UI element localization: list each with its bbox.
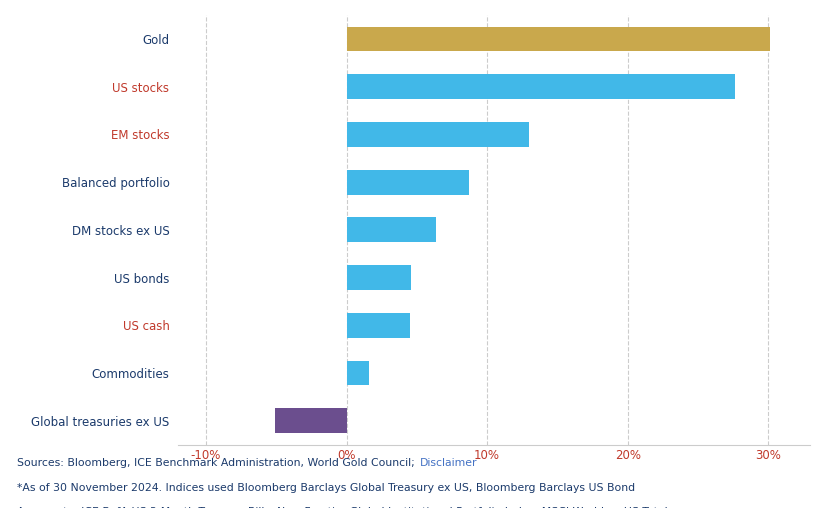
Bar (347, 74, 734, 99)
Bar (347, 170, 469, 195)
Bar (347, 313, 410, 338)
Bar (347, 361, 369, 386)
Bar (347, 265, 411, 290)
Text: *As of 30 November 2024. Indices used Bloomberg Barclays Global Treasury ex US, : *As of 30 November 2024. Indices used Bl… (17, 483, 634, 493)
Text: Aggregate, ICE BofA US 3-Month Treasury Bills, New Frontier Global Institutional: Aggregate, ICE BofA US 3-Month Treasury … (17, 507, 667, 508)
Bar (347, 122, 529, 147)
Text: Disclaimer: Disclaimer (420, 458, 478, 468)
Bar (275, 408, 347, 433)
Bar (347, 217, 437, 242)
Bar (347, 27, 770, 51)
Text: Sources: Bloomberg, ICE Benchmark Administration, World Gold Council;: Sources: Bloomberg, ICE Benchmark Admini… (17, 458, 418, 468)
